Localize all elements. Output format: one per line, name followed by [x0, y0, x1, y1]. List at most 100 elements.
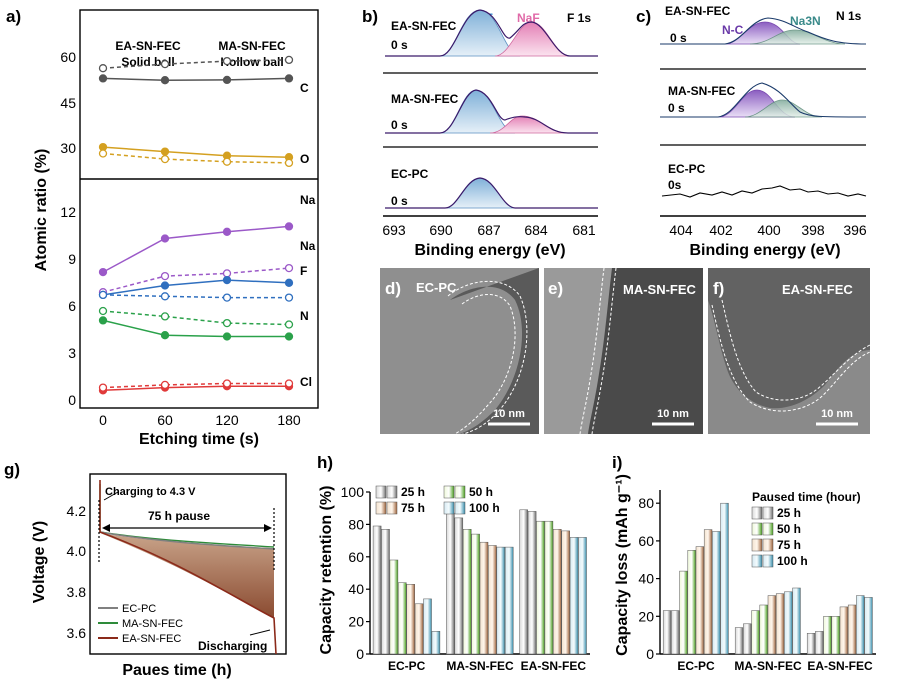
bar [831, 616, 840, 655]
bar [527, 511, 537, 655]
data-point [160, 331, 170, 340]
legend-label: 100 h [777, 554, 808, 568]
scale-label: 10 nm [493, 408, 525, 420]
sei-boundary [591, 267, 617, 435]
discharging-pointer [249, 629, 271, 636]
legend-swatch [386, 501, 398, 515]
data-point [222, 157, 232, 166]
series-line [102, 267, 290, 293]
data-point [284, 158, 294, 168]
data-point [284, 320, 294, 329]
discharge-area [100, 533, 274, 618]
xticks: 0 60 120 180 [99, 412, 301, 428]
bar [462, 529, 472, 655]
legend-swatch [751, 554, 763, 568]
legend-swatch [751, 538, 763, 552]
data-point [98, 74, 108, 83]
xtick: 404 [669, 222, 693, 238]
panel-i-legend: Paused time (hour) 25 h 50 h 75 h 100 h [751, 490, 861, 568]
legend-swatch [751, 522, 763, 536]
bar [792, 587, 801, 655]
series-line [102, 152, 290, 164]
panel-b-xlabel: Binding energy (eV) [414, 242, 565, 259]
row-label: MA-SN-FEC [391, 92, 459, 106]
ytick: 100 [341, 484, 365, 500]
data-point [160, 271, 170, 281]
bar [784, 591, 793, 655]
bar [775, 593, 785, 655]
panel-g-ylabel: Voltage (V) [31, 521, 48, 603]
na3n-peak [749, 29, 846, 45]
data-point [98, 316, 108, 325]
bar [720, 502, 729, 655]
bar [553, 529, 562, 655]
tem-label: f) [713, 279, 724, 298]
data-point [222, 379, 232, 388]
legend-label: 50 h [469, 485, 493, 499]
data-point [222, 318, 232, 328]
series-label-o: O [300, 152, 309, 166]
legend-swatch [454, 501, 466, 515]
f1s-spectrum [385, 177, 598, 209]
data-point [98, 306, 108, 316]
tem-sample: EA-SN-FEC [782, 282, 853, 297]
ytick: 60 [60, 49, 76, 65]
panel-h-bars [372, 509, 587, 655]
bar [454, 517, 464, 655]
panel-a-xlabel: Etching time (s) [139, 431, 259, 448]
panel-h: h) 100 80 60 40 20 0 EC-PC MA-SN-FEC EA-SN-FEC 2… [317, 453, 590, 673]
peak-label-na3n: Na3N [790, 14, 821, 28]
panel-a-label: a) [6, 7, 21, 26]
panel-h-label: h) [317, 453, 333, 472]
series-label-na: Na [300, 193, 316, 207]
bar [695, 546, 705, 655]
data-point [284, 74, 294, 83]
bar [446, 512, 455, 655]
ytick: 3 [68, 345, 76, 361]
panel-c-xlabel: Binding energy (eV) [689, 242, 840, 259]
xtick: 687 [477, 222, 501, 238]
bar [561, 530, 570, 655]
bar [569, 537, 579, 655]
ytick: 4.0 [67, 543, 87, 559]
row-label: EA-SN-FEC [391, 19, 457, 33]
panel-a-series [98, 55, 294, 395]
ytick: 80 [348, 516, 364, 532]
data-point [160, 59, 170, 69]
charging-pointer [103, 491, 119, 501]
bar [815, 631, 824, 655]
bar [767, 595, 777, 655]
series-line [102, 294, 289, 299]
legend-label: 25 h [777, 506, 801, 520]
panel-h-legend: 25 h 50 h 75 h 100 h [375, 485, 500, 515]
data-point [160, 147, 170, 156]
ytick: 0 [646, 646, 654, 662]
bar [759, 604, 768, 655]
legend-ec-pc: EC-PC [122, 603, 156, 615]
legend-label: 75 h [777, 538, 801, 552]
header-right-line2: Hollow ball [220, 55, 283, 69]
arrow-head-icon [102, 524, 110, 532]
sei-boundary [711, 304, 871, 412]
row-time: 0 s [668, 101, 685, 115]
legend-swatch [762, 522, 774, 536]
row-time: 0 s [391, 118, 408, 132]
panel-a: a) EA-SN-FEC Solid ball MA-SN-FEC Hollow… [6, 7, 319, 448]
data-point [160, 234, 170, 243]
bar [496, 546, 506, 655]
series-labels: C O Na Na F N Cl [300, 81, 316, 389]
bar [519, 509, 528, 655]
panel-g-frame [89, 473, 287, 655]
xtick: 400 [757, 222, 781, 238]
data-point [284, 293, 294, 302]
peak-label-naf: NaF [517, 11, 540, 25]
ytick: 45 [60, 95, 76, 111]
ytick: 80 [638, 495, 654, 511]
data-point [98, 290, 108, 300]
tem-label: d) [385, 279, 401, 298]
panel-h-ylabel: Capacity retention (%) [318, 486, 335, 655]
data-point [222, 293, 232, 302]
xtick: 693 [382, 222, 406, 238]
panel-b: b) F 1s C-F NaF EA-SN-FEC 0 s MA-SN-FEC … [362, 7, 598, 259]
series-line [102, 77, 290, 81]
